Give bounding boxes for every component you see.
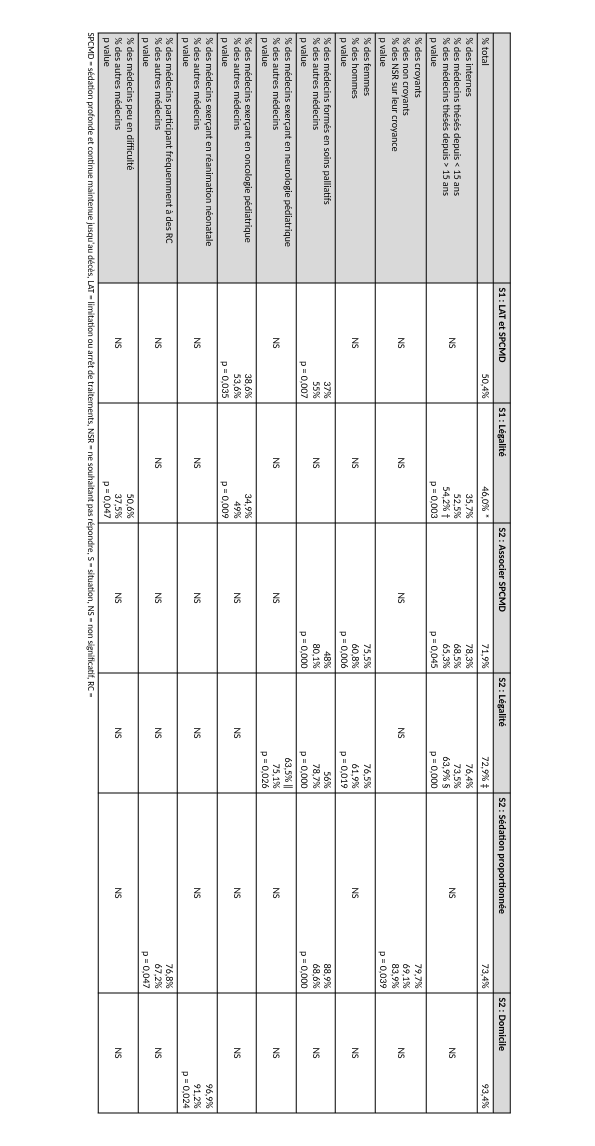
- row-total-c4: 72,9% ‡: [477, 673, 494, 793]
- group-4-c3: NS: [256, 523, 296, 673]
- group-5-c6: NS: [217, 993, 257, 1113]
- group-2-labels: % des femmes% des hommesp value: [335, 33, 375, 283]
- group-8-c2: 50,6%37,5%p = 0,047: [98, 403, 138, 523]
- group-8-c6: NS: [98, 993, 138, 1113]
- group-1-c2: NS: [375, 403, 426, 523]
- group-0-labels: % des internes% des médecins thésés depu…: [426, 33, 477, 283]
- group-3-c2: NS: [296, 403, 336, 523]
- group-6-c5: NS: [177, 793, 217, 993]
- page: S1 : LAT et SPCMDS1 : LégalitéS2 : Assoc…: [0, 0, 595, 1146]
- results-table: S1 : LAT et SPCMDS1 : LégalitéS2 : Assoc…: [98, 33, 511, 1114]
- group-0-c1: NS: [426, 283, 477, 403]
- group-8-c5: NS: [98, 793, 138, 993]
- group-1-labels: % des croyants% des non croyants% des NS…: [375, 33, 426, 283]
- group-6-labels: % des médecins exerçant en réanimation n…: [177, 33, 217, 283]
- group-3-labels: % des médecins formés en soins palliatif…: [296, 33, 336, 283]
- group-4-c1: NS: [256, 283, 296, 403]
- row-total-c6: 93,4%: [477, 993, 494, 1113]
- row-total-c5: 73,4%: [477, 793, 494, 993]
- group-0-c4: 76,4%73,5%63,9% §p = 0,000: [426, 673, 477, 793]
- group-5-c4: NS: [217, 673, 257, 793]
- group-6-c4: NS: [177, 673, 217, 793]
- row-total-c3: 71,9%: [477, 523, 494, 673]
- group-8-c4: NS: [98, 673, 138, 793]
- group-8-c3: NS: [98, 523, 138, 673]
- group-3-c3: 48%80,1%p = 0,000: [296, 523, 336, 673]
- group-4-c6: NS: [256, 993, 296, 1113]
- row-total-c2: 46,0% *: [477, 403, 494, 523]
- group-2-c6: NS: [335, 993, 375, 1113]
- group-0-c3: 78,3%68,5%65,3%p = 0,045: [426, 523, 477, 673]
- group-7-c6: NS: [138, 993, 178, 1113]
- group-1-c4: NS: [375, 673, 426, 793]
- col-header-1: S1 : LAT et SPCMD: [493, 283, 510, 403]
- group-6-c2: NS: [177, 403, 217, 523]
- group-3-c1: 37%55%p = 0,007: [296, 283, 336, 403]
- row-total-c1: 50,4%: [477, 283, 494, 403]
- group-7-labels: % des médecins participant fréquemment à…: [138, 33, 178, 283]
- group-1-c5: 79,7%69,1%83,9%p = 0,039: [375, 793, 426, 993]
- group-7-c4: NS: [138, 673, 178, 793]
- group-7-c1: NS: [138, 283, 178, 403]
- row-total-label: % total: [477, 33, 494, 283]
- group-2-c2: NS: [335, 403, 375, 523]
- group-5-c1: 38,6%53,6%p = 0,035: [217, 283, 257, 403]
- col-header-5: S2 : Sédation proportionnée: [493, 793, 510, 993]
- group-0-c5: NS: [426, 793, 477, 993]
- group-7-c3: NS: [138, 523, 178, 673]
- group-2-c1: NS: [335, 283, 375, 403]
- group-7-c5: 76,8%67,2%p = 0,047: [138, 793, 178, 993]
- group-5-c3: NS: [217, 523, 257, 673]
- group-5-c5: NS: [217, 793, 257, 993]
- rotated-content: S1 : LAT et SPCMDS1 : LégalitéS2 : Assoc…: [85, 33, 511, 1114]
- group-4-labels: % des médecins exerçant en neurologie pé…: [256, 33, 296, 283]
- group-4-c5: NS: [256, 793, 296, 993]
- col-header-rowlabel: [493, 33, 510, 283]
- group-5-c2: 34,9%49%p = 0,009: [217, 403, 257, 523]
- group-0-c6: NS: [426, 993, 477, 1113]
- group-3-c4: 56%78,7%p = 0,000: [296, 673, 336, 793]
- group-6-c1: NS: [177, 283, 217, 403]
- group-1-c3: NS: [375, 523, 426, 673]
- group-2-c5: NS: [335, 793, 375, 993]
- group-8-labels: % des médecins peu en difficulté% des au…: [98, 33, 138, 283]
- group-1-c1: NS: [375, 283, 426, 403]
- col-header-2: S1 : Légalité: [493, 403, 510, 523]
- col-header-4: S2 : Légalité: [493, 673, 510, 793]
- group-6-c3: NS: [177, 523, 217, 673]
- col-header-6: S2 : Domicile: [493, 993, 510, 1113]
- group-3-c6: NS: [296, 993, 336, 1113]
- group-1-c6: NS: [375, 993, 426, 1113]
- group-6-c6: 96,9%91,2%p = 0,024: [177, 993, 217, 1113]
- col-header-3: S2 : Associer SPCMD: [493, 523, 510, 673]
- group-8-c1: NS: [98, 283, 138, 403]
- group-4-c2: NS: [256, 403, 296, 523]
- group-5-labels: % des médecins exerçant en oncologie péd…: [217, 33, 257, 283]
- group-3-c5: 88,9%68,6%p = 0,000: [296, 793, 336, 993]
- group-0-c2: 35,7%52,5%54,2% †p = 0,003: [426, 403, 477, 523]
- group-2-c4: 76,5%61,9%p = 0,019: [335, 673, 375, 793]
- group-2-c3: 75,5%60,8%p = 0,006: [335, 523, 375, 673]
- group-4-c4: 63,5% ‖75,1%p = 0,026: [256, 673, 296, 793]
- footnote: SPCMD = sédation profonde et continue ma…: [85, 33, 96, 1114]
- group-7-c2: NS: [138, 403, 178, 523]
